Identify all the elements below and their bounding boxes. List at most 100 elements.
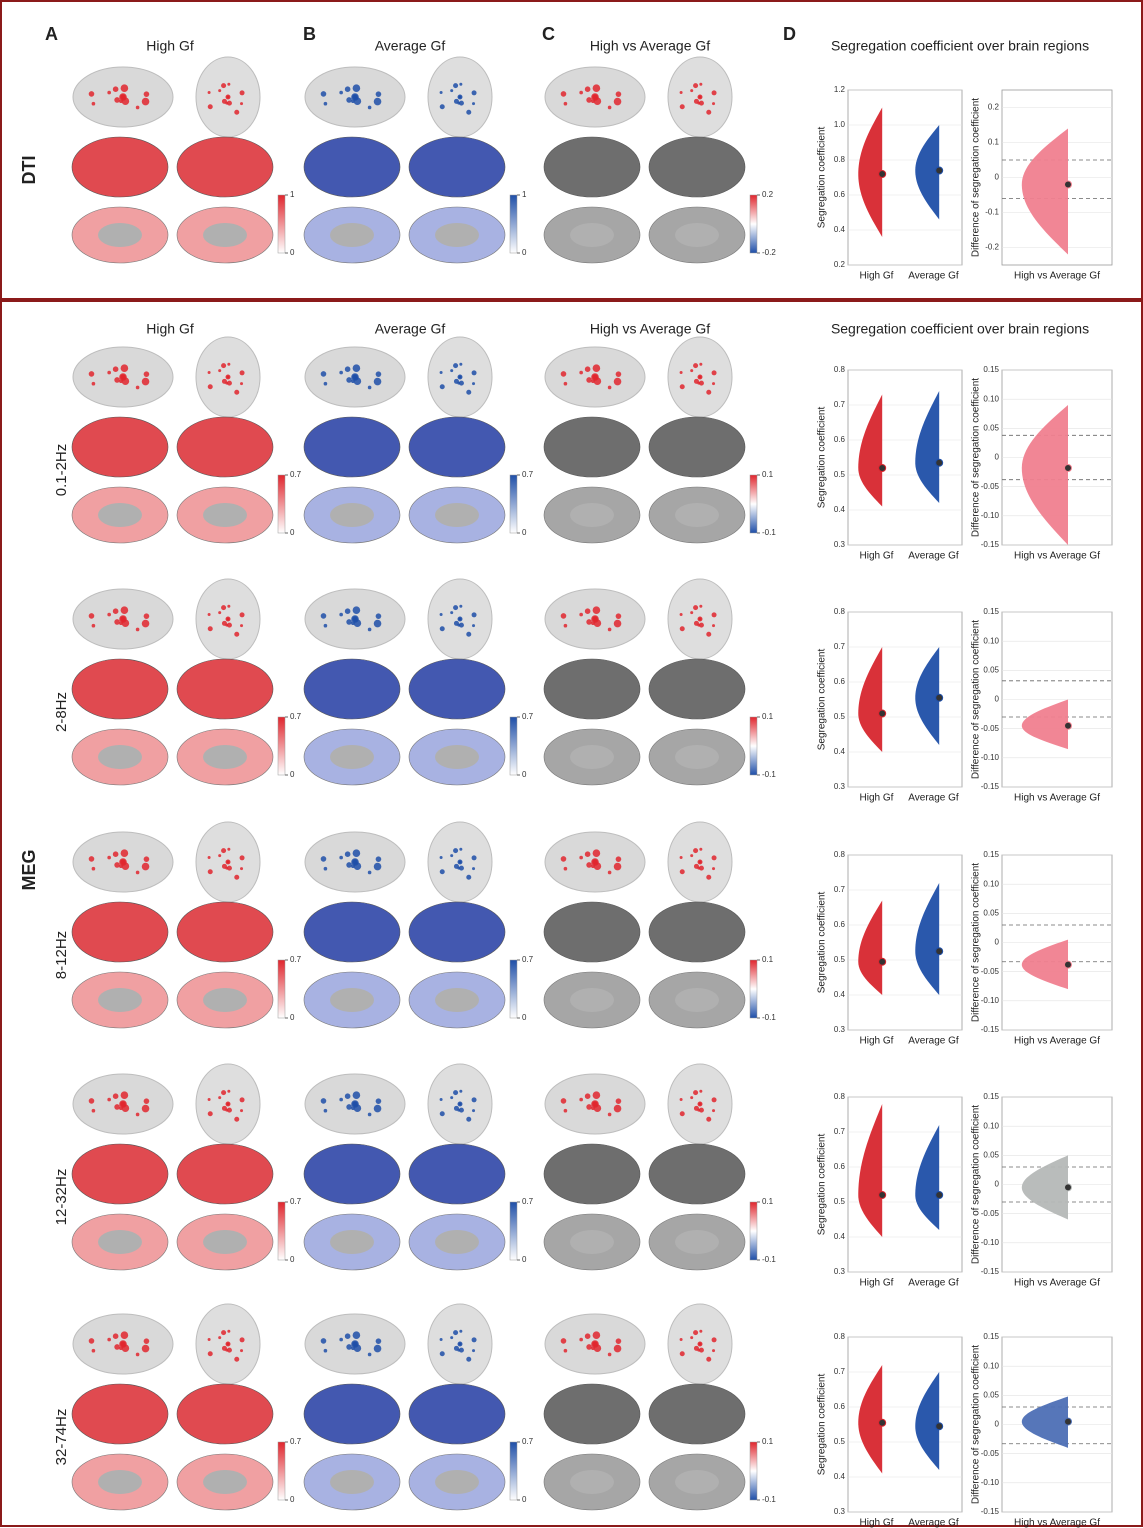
mean-point xyxy=(879,710,886,717)
y-tick-label: -0.2 xyxy=(985,243,999,252)
colorbar-tick-label: 0 xyxy=(522,1013,527,1022)
y-tick-label: 0.6 xyxy=(834,190,846,199)
node-dot xyxy=(227,866,232,871)
x-tick-label: Average Gf xyxy=(908,551,959,562)
node-dot xyxy=(593,1331,601,1339)
node-dot xyxy=(564,1109,568,1113)
node-dot xyxy=(706,875,711,880)
node-dot xyxy=(561,371,567,377)
node-dot xyxy=(121,1331,129,1339)
node-dot xyxy=(121,606,129,614)
node-dot xyxy=(459,848,462,851)
medial-wall xyxy=(98,1470,142,1494)
node-dot xyxy=(561,1098,567,1104)
medial-wall xyxy=(98,503,142,527)
y-tick-label: 0.5 xyxy=(834,1197,846,1206)
node-dot xyxy=(472,612,477,617)
node-dot xyxy=(227,1103,230,1106)
y-tick-label: 0.05 xyxy=(983,423,999,432)
node-dot xyxy=(136,628,140,632)
node-dot xyxy=(450,369,453,372)
brain-views xyxy=(544,57,745,263)
node-dot xyxy=(346,97,352,103)
cortex-lateral xyxy=(177,902,273,962)
node-dot xyxy=(561,91,567,97)
node-dot xyxy=(346,1104,352,1110)
column-header: High vs Average Gf xyxy=(590,321,710,337)
x-tick-label: High Gf xyxy=(860,551,894,562)
node-dot xyxy=(680,856,683,859)
node-dot xyxy=(466,875,471,880)
node-dot xyxy=(440,371,443,374)
node-dot xyxy=(459,1090,462,1093)
node-dot xyxy=(368,628,372,632)
y-tick-label: 0.8 xyxy=(834,365,846,374)
node-dot xyxy=(208,1111,213,1116)
node-dot xyxy=(699,1330,702,1333)
cortex-lateral xyxy=(409,137,505,197)
cortex-lateral xyxy=(304,1144,400,1204)
node-dot xyxy=(690,854,693,857)
node-dot xyxy=(353,606,361,614)
medial-wall xyxy=(98,223,142,247)
y-tick-label: -0.05 xyxy=(981,724,1000,733)
node-dot xyxy=(712,1109,715,1112)
y-tick-label: 0.10 xyxy=(983,636,999,645)
node-dot xyxy=(89,613,95,619)
colorbar-tick-label: 0.7 xyxy=(522,955,534,964)
node-dot xyxy=(221,363,226,368)
node-dot xyxy=(459,605,462,608)
node-dot xyxy=(227,83,230,86)
column-header: Average Gf xyxy=(375,38,446,54)
node-dot xyxy=(699,363,702,366)
node-dot xyxy=(374,863,382,871)
node-dot xyxy=(680,1351,685,1356)
y-tick-label: 0 xyxy=(995,1180,1000,1189)
mean-point xyxy=(1065,181,1072,188)
node-dot xyxy=(608,386,612,390)
node-dot xyxy=(107,1098,111,1102)
node-dot xyxy=(440,91,443,94)
medial-wall xyxy=(570,988,614,1012)
mean-point xyxy=(879,1419,886,1426)
x-tick-label: Average Gf xyxy=(908,1036,959,1047)
colorbar-tick-label: 0 xyxy=(522,770,527,779)
colorbar-tick-label: 0.7 xyxy=(522,470,534,479)
cortex-lateral xyxy=(649,1384,745,1444)
node-dot xyxy=(113,86,119,92)
node-dot xyxy=(142,1105,150,1113)
mean-point xyxy=(1065,1418,1072,1425)
node-dot xyxy=(459,101,464,106)
colorbar-tick-label: 0.1 xyxy=(762,955,774,964)
node-dot xyxy=(208,613,211,616)
node-dot xyxy=(113,851,119,857)
y-tick-label: 0.15 xyxy=(983,1092,999,1101)
medial-wall xyxy=(435,503,479,527)
node-dot xyxy=(227,623,232,628)
y-axis-label: Difference of segregation coefficient xyxy=(971,1345,982,1504)
node-dot xyxy=(339,91,343,95)
y-axis-label: Segregation coefficient xyxy=(817,892,828,994)
colorbar-tick-label: 0.7 xyxy=(522,712,534,721)
node-dot xyxy=(706,632,711,637)
y-axis-label: Difference of segregation coefficient xyxy=(971,1105,982,1264)
colorbar xyxy=(278,1442,285,1500)
node-dot xyxy=(616,613,622,619)
panel-letter: A xyxy=(45,24,58,44)
node-dot xyxy=(321,91,327,97)
node-dot xyxy=(594,377,602,385)
node-dot xyxy=(107,1338,111,1342)
node-dot xyxy=(472,624,475,627)
y-tick-label: -0.10 xyxy=(981,753,1000,762)
cortex-lateral xyxy=(544,902,640,962)
node-dot xyxy=(208,371,211,374)
node-dot xyxy=(92,867,96,871)
cortex-lateral xyxy=(177,417,273,477)
node-dot xyxy=(346,619,352,625)
node-dot xyxy=(699,866,704,871)
colorbar-tick-label: 0.7 xyxy=(522,1197,534,1206)
colorbar-tick-label: -0.1 xyxy=(762,770,776,779)
node-dot xyxy=(712,1349,715,1352)
x-tick-label: High Gf xyxy=(860,793,894,804)
node-dot xyxy=(345,366,351,372)
